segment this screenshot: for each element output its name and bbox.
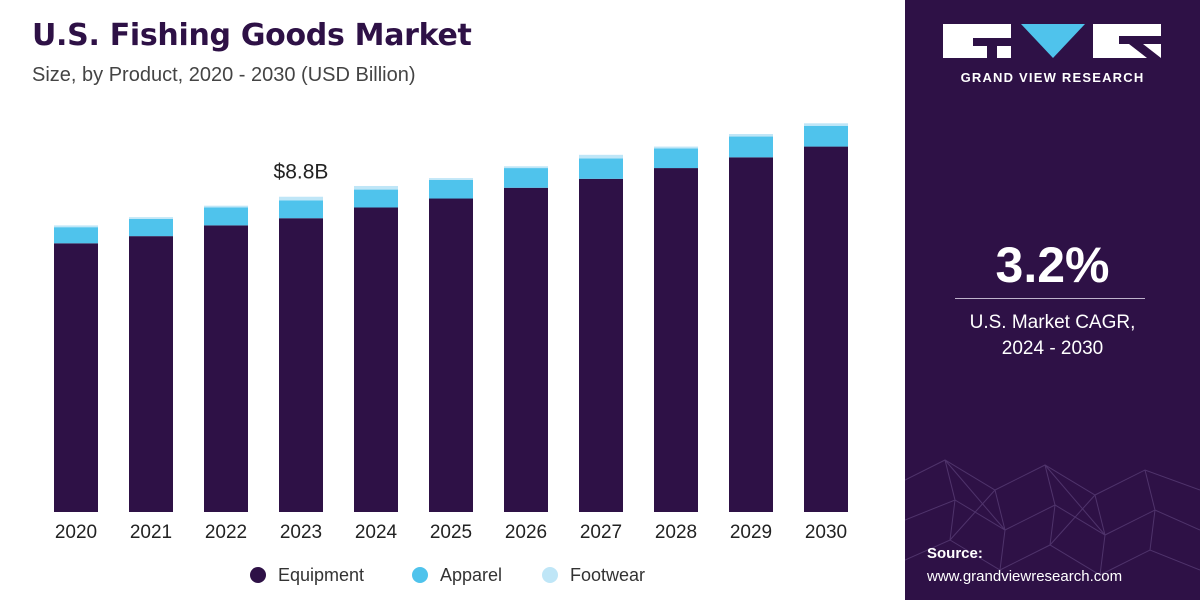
x-tick-label: 2029	[730, 522, 772, 543]
bar-apparel-2020	[54, 227, 98, 244]
x-tick-label: 2021	[130, 522, 172, 543]
bar-apparel-2026	[504, 168, 548, 188]
bar-equipment-2027	[579, 178, 623, 513]
bar-apparel-2024	[354, 189, 398, 208]
cagr-divider	[955, 298, 1145, 299]
bar-footwear-2029	[729, 134, 773, 137]
x-tick-label: 2027	[580, 522, 622, 543]
bar-footwear-2023	[279, 196, 323, 201]
bar-equipment-2024	[354, 207, 398, 512]
gvr-logo-icon	[943, 24, 1161, 58]
x-tick-label: 2022	[205, 522, 247, 543]
cagr-label: U.S. Market CAGR, 2024 - 2030	[905, 310, 1200, 362]
chart-title: U.S. Fishing Goods Market	[32, 18, 472, 53]
legend-label-equipment: Equipment	[278, 565, 364, 585]
bar-footwear-2030	[804, 123, 848, 126]
bar-footwear-2020	[54, 225, 98, 228]
bar-equipment-2025	[429, 198, 473, 513]
bar-equipment-2028	[654, 168, 698, 512]
x-tick-label: 2025	[430, 522, 472, 543]
bar-apparel-2021	[129, 218, 173, 237]
legend-marker-apparel	[412, 567, 428, 583]
cagr-label-line-1: U.S. Market CAGR,	[969, 312, 1136, 333]
x-tick-label: 2023	[280, 522, 322, 543]
bar-chart: 2020 2021 2022 2023 2024 2025 2026 2027 2028 2029…	[54, 123, 848, 585]
x-tick-label: 2026	[505, 522, 547, 543]
chart-panel: U.S. Fishing Goods Market Size, by Produ…	[32, 18, 848, 585]
legend-marker-equipment	[250, 567, 266, 583]
bar-footwear-2025	[429, 178, 473, 180]
bar-apparel-2028	[654, 148, 698, 169]
bar-equipment-2029	[729, 157, 773, 513]
bar-equipment-2030	[804, 146, 848, 512]
mesh-pattern-icon	[905, 459, 1200, 576]
bar-apparel-2029	[729, 136, 773, 158]
x-tick-label: 2030	[805, 522, 847, 543]
chart-subtitle: Size, by Product, 2020 - 2030 (USD Billi…	[32, 64, 416, 86]
cagr-label-line-2: 2024 - 2030	[1001, 338, 1104, 359]
bar-apparel-2027	[579, 158, 623, 179]
legend-label-apparel: Apparel	[440, 565, 502, 585]
bar-footwear-2026	[504, 166, 548, 169]
bar-footwear-2022	[204, 205, 248, 208]
bar-equipment-2020	[54, 243, 98, 512]
info-sidebar: GRAND VIEW RESEARCH 3.2% U.S. Market CAG…	[905, 0, 1200, 600]
legend-label-footwear: Footwear	[570, 565, 645, 585]
source-title: Source:	[927, 545, 983, 562]
source-link[interactable]: www.grandviewresearch.com	[927, 568, 1123, 585]
x-tick-label: 2028	[655, 522, 697, 543]
bar-apparel-2030	[804, 125, 848, 147]
bar-footwear-2027	[579, 154, 623, 159]
bar-apparel-2023	[279, 200, 323, 219]
bar-equipment-2021	[129, 236, 173, 512]
x-tick-label: 2024	[355, 522, 398, 543]
bar-footwear-2028	[654, 146, 698, 149]
x-tick-label: 2020	[55, 522, 97, 543]
bar-apparel-2022	[204, 207, 248, 226]
bar-equipment-2022	[204, 225, 248, 513]
bar-equipment-2023	[279, 218, 323, 513]
data-label: $8.8B	[274, 161, 329, 184]
bar-footwear-2021	[129, 217, 173, 219]
bar-apparel-2025	[429, 179, 473, 199]
brand-name: GRAND VIEW RESEARCH	[960, 70, 1145, 85]
cagr-value: 3.2%	[995, 237, 1110, 293]
bar-footwear-2024	[354, 185, 398, 190]
legend-marker-footwear	[542, 567, 558, 583]
bar-equipment-2026	[504, 187, 548, 512]
